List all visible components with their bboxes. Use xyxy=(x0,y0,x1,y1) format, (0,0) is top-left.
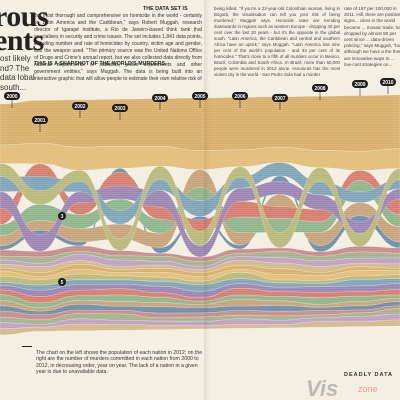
svg-text:2010: 2010 xyxy=(382,80,393,86)
headline-line-2: ents xyxy=(0,24,44,57)
svg-text:2002: 2002 xyxy=(74,104,85,110)
svg-text:2007: 2007 xyxy=(274,96,285,102)
stream-band xyxy=(0,163,400,251)
year-label: 2000 xyxy=(4,92,20,108)
stream-band xyxy=(0,94,400,152)
year-label: 2006 xyxy=(232,92,248,108)
section-footer: DEADLY DATA xyxy=(344,372,393,378)
year-label: 2004 xyxy=(152,94,168,110)
svg-text:2006: 2006 xyxy=(234,94,245,100)
svg-text:2008: 2008 xyxy=(314,86,325,92)
svg-text:2001: 2001 xyxy=(34,118,45,124)
stream-band xyxy=(0,245,400,262)
rank-marker: 5 xyxy=(58,278,66,286)
svg-text:3: 3 xyxy=(61,214,64,220)
section-head: THIS IS A SNAPSHOT OF THE WORLD'S MURDER… xyxy=(34,61,167,67)
stream-bands xyxy=(0,94,400,336)
svg-text:2000: 2000 xyxy=(6,94,17,100)
caption-rule xyxy=(22,346,32,347)
year-label: 2002 xyxy=(72,102,88,118)
watermark-logo: Vis xyxy=(306,376,339,400)
page-gutter xyxy=(204,0,210,400)
year-label: 2007 xyxy=(272,94,288,110)
article-column-2: being killed. "If you're a 22-year-old C… xyxy=(214,6,340,77)
chart-caption: The chart on the left shows the populati… xyxy=(36,350,203,376)
year-label: 2005 xyxy=(192,92,208,108)
intro-text: the most thorough and comprehensive on h… xyxy=(34,13,202,82)
rank-marker: 3 xyxy=(58,212,66,220)
year-label: 2003 xyxy=(112,104,128,120)
svg-text:2005: 2005 xyxy=(194,94,205,100)
stream-band xyxy=(0,169,400,248)
year-label: 2010 xyxy=(380,78,396,94)
year-label: 2001 xyxy=(32,116,48,132)
side-question: ost likely nd? The data lobal south... xyxy=(0,54,35,92)
year-label: 2009 xyxy=(352,80,368,96)
svg-text:2003: 2003 xyxy=(114,106,125,112)
intro-lead: THE DATA SET IS xyxy=(143,6,188,12)
svg-text:2004: 2004 xyxy=(154,96,165,102)
svg-text:5: 5 xyxy=(61,280,64,286)
year-label: 2008 xyxy=(312,84,328,100)
article-column-3: rate of 187 per 100,000 in 2011. Hill, t… xyxy=(344,6,400,67)
watermark-sub: zone xyxy=(358,384,378,394)
headline-line-1: rous xyxy=(0,0,49,33)
svg-text:2009: 2009 xyxy=(354,82,365,88)
